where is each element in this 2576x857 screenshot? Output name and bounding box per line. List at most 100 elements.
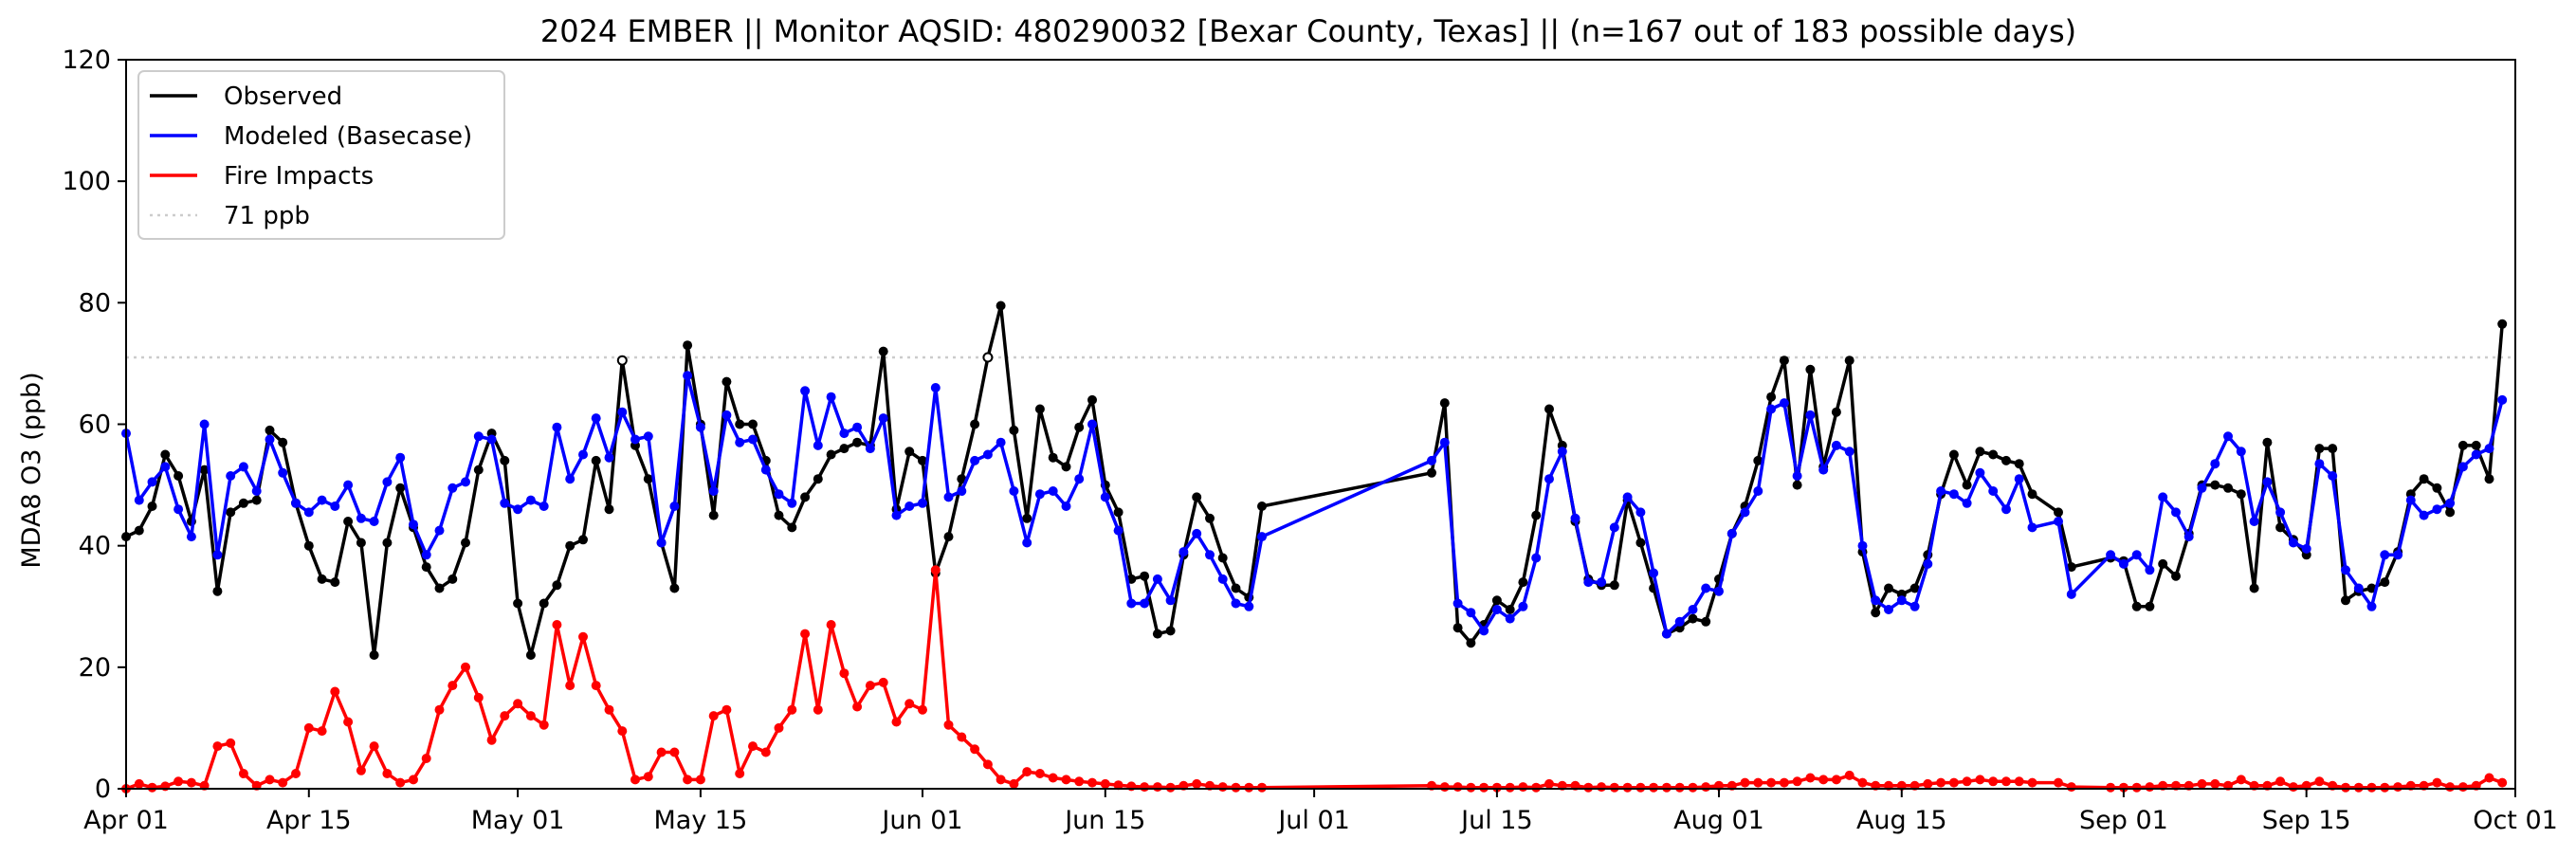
data-point-fire-impacts [1152,782,1162,793]
data-point-observed [1753,455,1763,465]
data-point-observed [839,444,850,454]
data-point-observed [473,465,484,475]
data-point-fire-impacts [552,620,562,629]
data-point-modeled-basecase [395,452,406,463]
data-point-fire-impacts [1244,782,1254,793]
data-point-modeled-basecase [2471,449,2481,460]
data-point-fire-impacts [382,769,393,778]
data-point-modeled-basecase [1140,598,1150,609]
data-point-modeled-basecase [1622,492,1633,502]
data-point-observed [2341,595,2350,606]
data-point-modeled-basecase [434,525,445,536]
data-point-observed [1884,583,1893,593]
legend-label: Observed [224,82,342,111]
data-point-fire-impacts [2484,773,2494,783]
data-point-modeled-basecase [2171,507,2181,518]
data-point-modeled-basecase [695,422,705,432]
data-point-observed [904,447,915,457]
data-point-fire-impacts [238,769,248,778]
data-point-fire-impacts [421,754,431,763]
hollow-data-point [982,352,994,363]
y-tick-label: 40 [79,532,111,561]
data-point-modeled-basecase [996,437,1006,447]
data-point-modeled-basecase [1871,595,1881,606]
data-point-fire-impacts [996,775,1006,785]
data-point-modeled-basecase [865,444,875,454]
data-point-modeled-basecase [2445,498,2456,508]
data-point-observed [1701,616,1711,627]
data-point-modeled-basecase [2288,538,2298,548]
data-point-modeled-basecase [1740,507,1750,518]
data-point-modeled-basecase [2106,550,2116,560]
data-point-observed [1140,571,1150,581]
data-point-modeled-basecase [813,440,823,450]
data-point-modeled-basecase [787,498,797,508]
data-point-modeled-basecase [1896,595,1907,606]
data-point-modeled-basecase [134,495,144,505]
data-point-fire-impacts [1779,777,1789,788]
data-point-modeled-basecase [591,413,601,424]
data-point-observed [1988,449,1999,460]
data-point-fire-impacts [1022,767,1032,777]
data-point-observed [1831,407,1841,417]
data-point-modeled-basecase [774,489,784,500]
data-point-observed [826,449,836,460]
data-point-observed [1948,449,1959,460]
data-point-observed [448,574,458,584]
data-point-modeled-basecase [1178,547,1189,557]
data-point-fire-impacts [356,765,366,775]
data-point-observed [174,471,184,481]
data-point-modeled-basecase [2366,601,2377,611]
data-point-observed [2328,444,2338,454]
data-point-modeled-basecase [1452,598,1463,609]
data-point-fire-impacts [617,726,628,737]
data-point-fire-impacts [669,747,680,757]
data-point-modeled-basecase [891,510,902,520]
data-point-fire-impacts [2106,782,2116,793]
data-point-observed [1792,480,1802,490]
data-point-observed [2471,440,2481,450]
data-point-modeled-basecase [2249,517,2259,526]
data-point-observed [1452,623,1463,633]
data-point-fire-impacts [1597,782,1607,793]
data-point-observed [1217,553,1228,563]
data-point-modeled-basecase [2405,495,2416,505]
data-point-modeled-basecase [500,498,510,508]
x-tick-label: Oct 01 [2473,806,2558,835]
x-tick-label: May 01 [471,806,565,835]
data-point-modeled-basecase [1779,398,1789,409]
data-point-fire-impacts [1531,782,1542,793]
data-point-observed [970,419,980,429]
data-point-fire-impacts [486,735,497,745]
data-point-modeled-basecase [852,422,863,432]
data-point-modeled-basecase [1635,507,1646,518]
data-point-fire-impacts [2393,782,2403,793]
data-point-observed [330,577,340,588]
data-point-observed [1844,356,1854,366]
data-point-modeled-basecase [448,483,458,493]
data-point-modeled-basecase [2419,510,2429,520]
data-point-fire-impacts [409,775,418,785]
data-point-modeled-basecase [1674,616,1685,627]
data-point-observed [1518,577,1528,588]
data-point-fire-impacts [1857,777,1868,788]
data-point-fire-impacts [970,744,980,755]
data-point-modeled-basecase [970,455,980,465]
data-point-modeled-basecase [369,517,379,526]
data-point-modeled-basecase [552,422,562,432]
data-point-fire-impacts [2145,782,2155,793]
data-point-fire-impacts [630,775,640,785]
data-point-modeled-basecase [513,504,523,515]
data-point-modeled-basecase [2014,474,2024,484]
data-point-observed [565,540,575,551]
data-point-modeled-basecase [748,434,758,445]
data-point-modeled-basecase [1074,474,1085,484]
x-tick-label: Sep 01 [2079,806,2168,835]
data-point-modeled-basecase [1557,447,1567,457]
data-point-fire-impacts [813,704,823,715]
x-tick-label: Sep 15 [2262,806,2351,835]
data-point-modeled-basecase [291,498,301,508]
data-point-modeled-basecase [2432,504,2442,515]
data-point-observed [1766,392,1777,402]
data-point-observed [265,425,275,435]
